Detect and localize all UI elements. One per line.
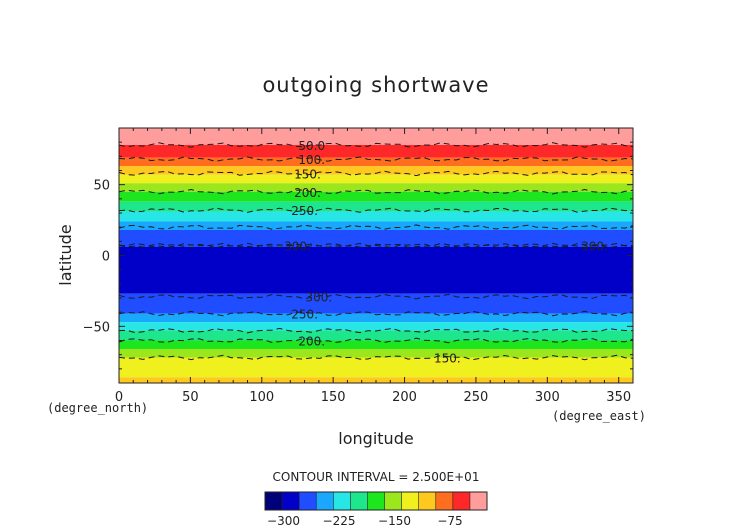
contour-band-15: [119, 330, 633, 341]
contour-band-0: [119, 128, 633, 145]
contour-band-13: [119, 313, 633, 323]
y-axis-label: latitude: [56, 224, 75, 285]
y-tick-label-2: 50: [93, 179, 110, 194]
colorbar-tick-label-0: −300: [267, 514, 300, 528]
colorbar-swatch-8: [401, 492, 419, 510]
contour-line-1: [118, 156, 634, 162]
contour-band-9: [119, 221, 633, 230]
colorbar-swatch-9: [418, 492, 437, 510]
y-unit-label: (degree_north): [47, 401, 148, 415]
colorbar-tick-label-2: −150: [378, 514, 411, 528]
contour-line-7: [118, 242, 634, 249]
contour-label-11: 200.: [298, 335, 325, 349]
y-axis-ticks: −50 0 50: [83, 141, 633, 370]
colorbar-swatch-6: [367, 492, 385, 510]
contour-line-3: [118, 188, 634, 195]
colorbar-swatch-11: [452, 492, 471, 510]
contour-label-4: 250.: [291, 204, 318, 218]
contour-line-2: [118, 170, 634, 177]
contour-line-4: [118, 207, 634, 213]
colorbar-frame: [264, 491, 488, 511]
contour-label-3: 200.: [294, 186, 321, 200]
contour-band-1: [119, 145, 633, 158]
x-tick-label-4: 200: [392, 390, 417, 405]
colorbar-swatch-7: [384, 492, 402, 510]
x-tick-label-3: 150: [321, 390, 346, 405]
contour-band-8: [119, 211, 633, 222]
contour-band-5: [119, 183, 633, 192]
x-tick-label-2: 100: [249, 390, 274, 405]
contour-interval-label: CONTOUR INTERVAL = 2.500E+01: [273, 470, 480, 484]
contour-line-11: [118, 337, 634, 344]
contour-band-7: [119, 201, 633, 212]
colorbar-swatch-4: [333, 492, 351, 510]
contour-line-9: [118, 310, 634, 317]
contour-label-8: 300.: [306, 291, 333, 305]
colorbar-swatch-2: [299, 492, 317, 510]
contour-label-1: 100.: [298, 153, 325, 167]
contour-label-2: 150.: [294, 167, 321, 181]
contour-label-12: 150.: [434, 352, 461, 366]
contour-band-10: [119, 230, 633, 247]
colorbar-swatch-12: [469, 492, 488, 510]
contour-line-12: [118, 354, 634, 361]
colorbar-tick-label-3: −75: [437, 514, 462, 528]
colorbar-swatch-5: [350, 492, 368, 510]
contour-label-0: 50.0: [298, 139, 325, 153]
x-axis-ticks: 0 50 100 150 200 250 300 350: [115, 128, 631, 405]
colorbar-swatch-10: [435, 492, 454, 510]
contour-label-7: 300.: [581, 240, 608, 254]
y-tick-label-1: 0: [102, 250, 110, 265]
contour-band-6: [119, 191, 633, 202]
colorbar-tick-label-1: −225: [323, 514, 356, 528]
x-tick-label-6: 300: [535, 390, 560, 405]
x-tick-label-1: 50: [182, 390, 199, 405]
x-tick-label-7: 350: [606, 390, 631, 405]
x-tick-label-0: 0: [115, 390, 123, 405]
contour-line-8: [118, 293, 634, 300]
contour-band-17: [119, 349, 633, 358]
contour-line-0: [118, 142, 634, 148]
x-tick-label-5: 250: [464, 390, 489, 405]
contour-band-11: [119, 247, 633, 294]
contour-band-14: [119, 322, 633, 331]
contour-band-4: [119, 174, 633, 184]
x-axis-label: longitude: [338, 429, 413, 448]
colorbar-swatch-3: [316, 492, 334, 510]
contour-band-2: [119, 157, 633, 167]
y-tick-label-0: −50: [83, 320, 110, 335]
contour-line-10: [118, 327, 634, 334]
contour-label-9: 250.: [291, 308, 318, 322]
contour-band-12: [119, 293, 633, 314]
colorbar-swatch-1: [282, 492, 300, 510]
contour-band-3: [119, 166, 633, 175]
colorbar-swatch-0: [265, 492, 283, 510]
contour-line-6: [118, 242, 634, 249]
contour-label-6: 300.: [284, 240, 311, 254]
contour-fill-bands: [119, 128, 633, 383]
x-unit-label: (degree_east): [552, 409, 646, 423]
chart-title: outgoing shortwave: [262, 73, 489, 97]
colorbar: −300 −225 −150 −75: [264, 491, 488, 528]
contour-line-5: [118, 224, 634, 230]
contour-band-18: [119, 357, 633, 378]
contour-band-16: [119, 340, 633, 349]
